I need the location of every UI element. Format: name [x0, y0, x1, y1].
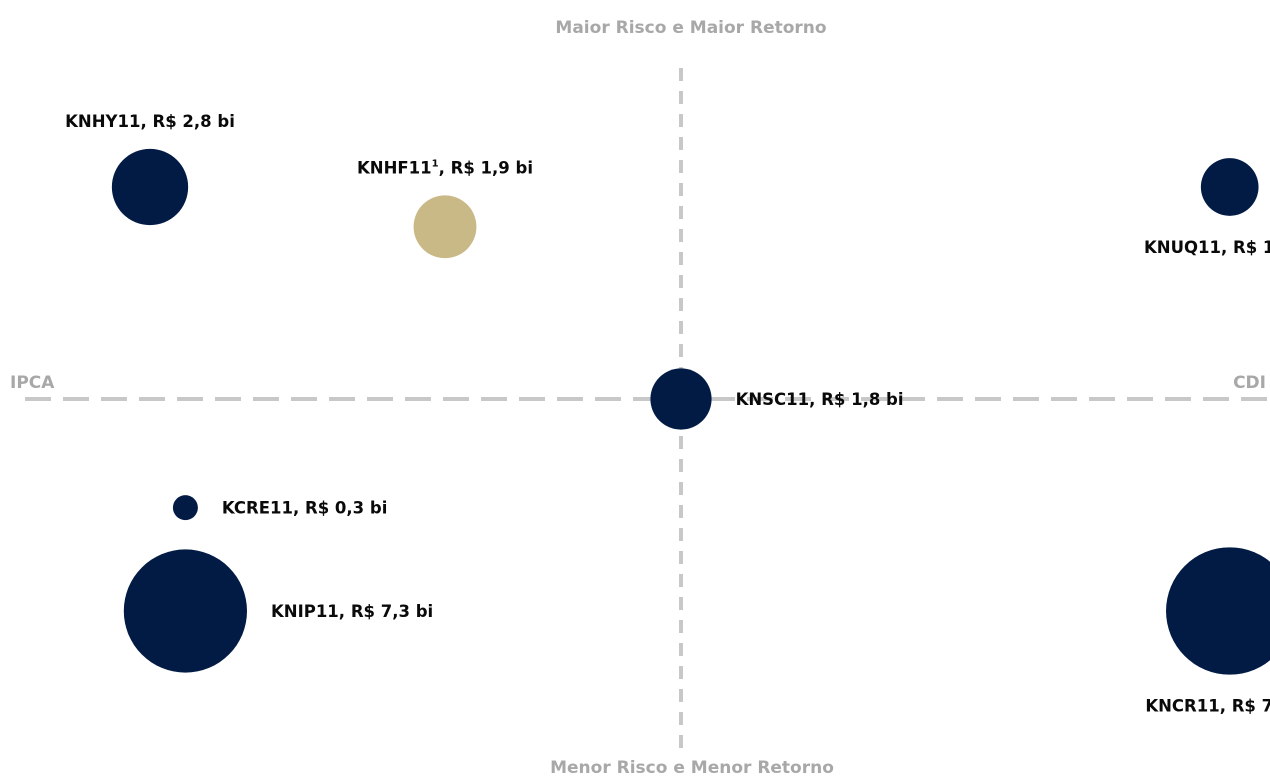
- bubble-knip11: [123, 549, 248, 673]
- bubble-ticker: KNIP11: [271, 602, 339, 621]
- bubble-label-knip11: KNIP11, R$ 7,3 bi: [271, 602, 433, 621]
- bubbles-group: [111, 148, 1270, 675]
- bubble-label-kncr11: KNCR11, R$ 7,8 bi: [1145, 697, 1270, 716]
- bubble-labels-group: KNHY11, R$ 2,8 bi KNHF111, R$ 1,9 bi KNUQ1…: [65, 112, 1270, 716]
- bubble-ticker: KNCR11: [1145, 697, 1219, 716]
- bubble-knuq11: [1200, 158, 1259, 216]
- bubble-label-knhy11: KNHY11, R$ 2,8 bi: [65, 112, 235, 131]
- footnote-marker: 1: [432, 158, 439, 169]
- bubble-amount: R$ 0,3 bi: [305, 499, 387, 518]
- axis-label-left: IPCA: [10, 373, 55, 393]
- bubble-amount: R$ 7,3 bi: [351, 602, 433, 621]
- axis-label-top: Maior Risco e Maior Retorno: [555, 18, 826, 38]
- bubble-knsc11: [650, 368, 712, 430]
- bubble-ticker: KNHF11: [357, 158, 432, 177]
- axis-label-right: CDI: [1233, 373, 1266, 393]
- bubble-amount: R$ 2,8 bi: [152, 112, 234, 131]
- bubble-label-knuq11: KNUQ11, R$ 1,6 bi: [1144, 238, 1270, 257]
- bubble-amount: R$ 1,8 bi: [821, 390, 903, 409]
- bubble-ticker: KNUQ11: [1144, 238, 1221, 257]
- bubble-ticker: KCRE11: [222, 499, 293, 518]
- bubble-ticker: KNSC11: [736, 390, 810, 409]
- bubble-label-kcre11: KCRE11, R$ 0,3 bi: [222, 499, 387, 518]
- bubble-ticker: KNHY11: [65, 112, 140, 131]
- bubble-amount: R$ 1,9 bi: [451, 158, 533, 177]
- bubble-amount: R$ 7,8 bi: [1232, 697, 1270, 716]
- bubble-knhy11: [111, 148, 189, 226]
- bubble-knhf11: [413, 195, 477, 259]
- bubble-label-knsc11: KNSC11, R$ 1,8 bi: [736, 390, 904, 409]
- bubble-kcre11: [172, 495, 198, 521]
- bubble-label-knhf11: KNHF111, R$ 1,9 bi: [357, 158, 533, 177]
- bubble-kncr11: [1166, 547, 1270, 675]
- bubble-amount: R$ 1,6 bi: [1233, 238, 1270, 257]
- axis-label-bottom: Menor Risco e Menor Retorno: [550, 758, 834, 777]
